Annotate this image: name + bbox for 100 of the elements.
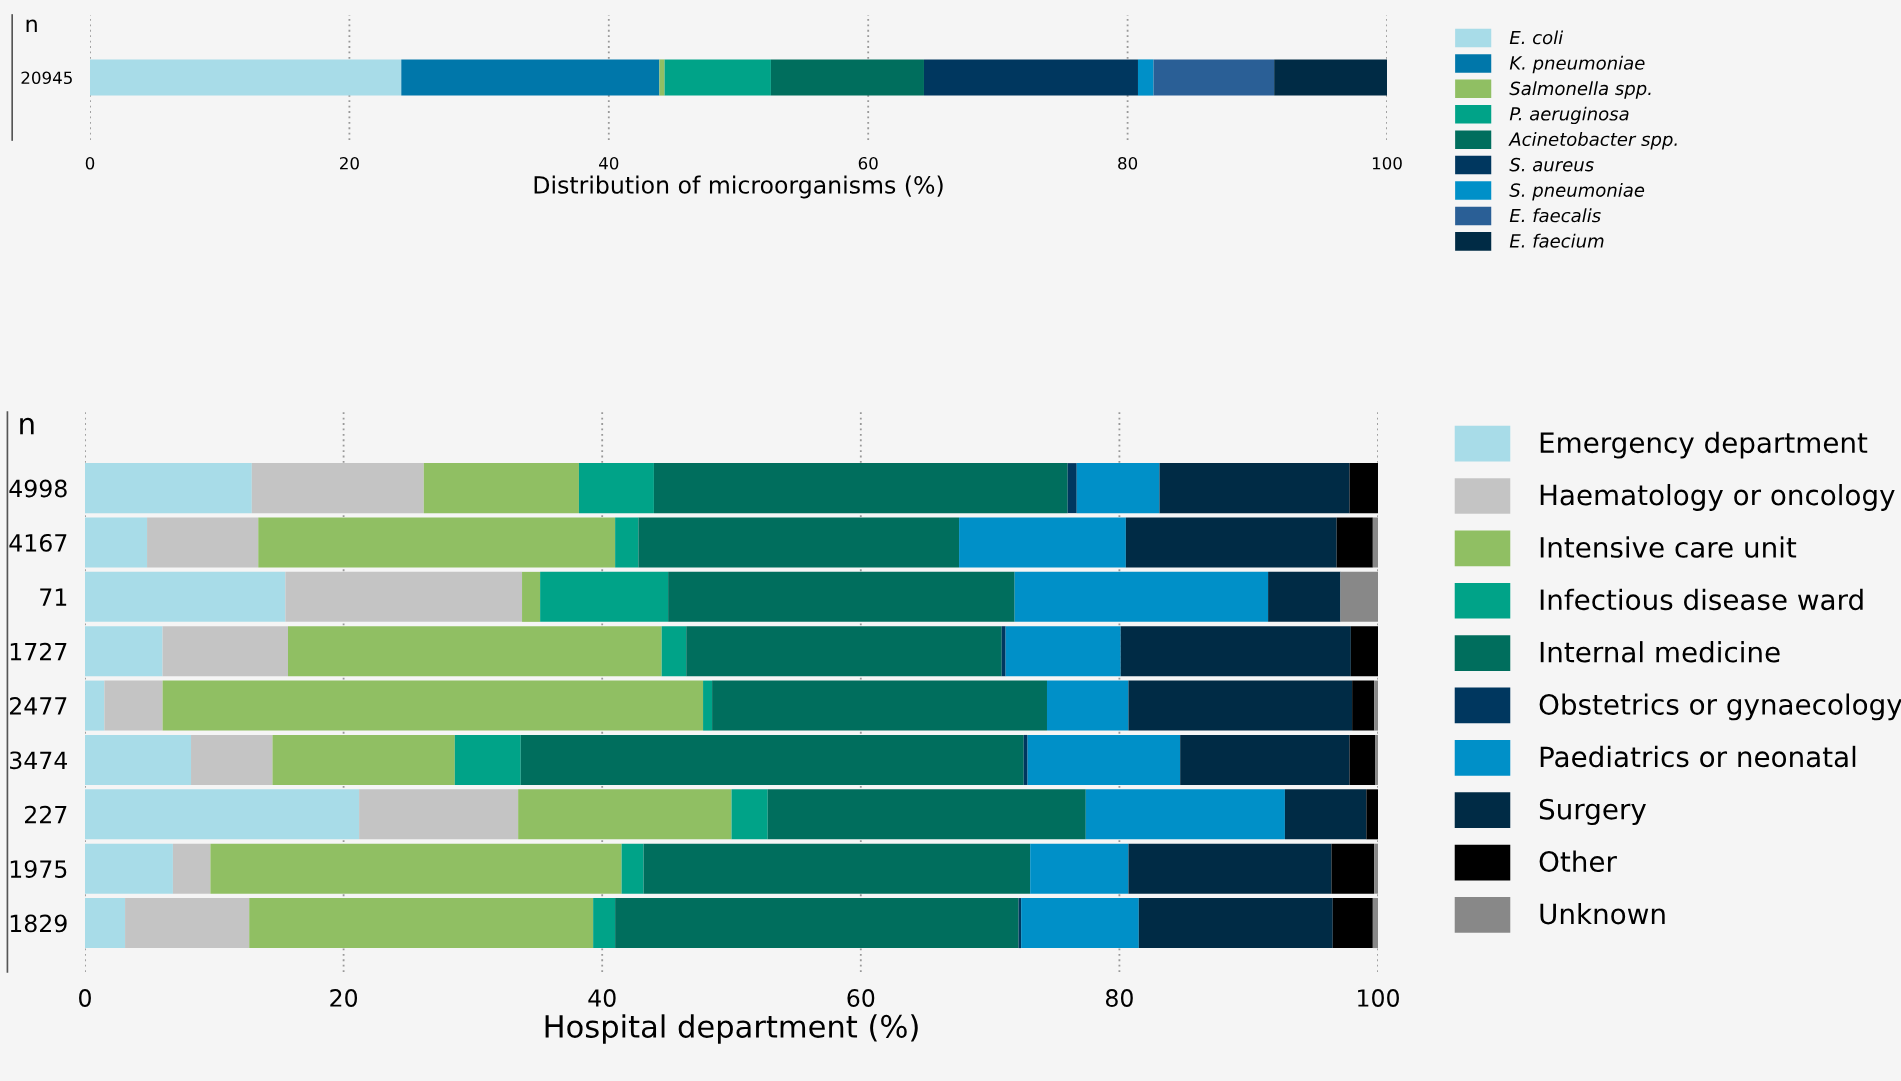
bar — [1021, 898, 1139, 949]
bar — [1332, 898, 1373, 949]
legend-label: E. coli — [1509, 30, 1564, 45]
bar — [615, 898, 1019, 949]
bar — [162, 680, 704, 731]
x-tick-label: 0 — [79, 989, 91, 1007]
legend-label: Surgery — [1539, 798, 1646, 826]
legend-label: Internal medicine — [1540, 641, 1780, 663]
y-tick-label: 1829 — [10, 914, 67, 933]
bar — [272, 734, 455, 785]
bar — [258, 517, 616, 568]
bar — [172, 843, 211, 894]
x-axis-title: Distribution of microorganisms (%) — [534, 175, 943, 199]
bar — [664, 59, 771, 96]
legend-label: Paediatrics or neonatal — [1540, 745, 1856, 768]
bar — [1137, 59, 1154, 96]
bar — [249, 898, 594, 949]
bar — [767, 789, 1086, 840]
bar — [1128, 843, 1332, 894]
bar — [359, 789, 519, 840]
x-tick-label: 100 — [1358, 989, 1399, 1007]
legend-label: Intensive care unit — [1540, 536, 1797, 558]
bar — [659, 59, 665, 96]
bar — [540, 571, 669, 622]
bar — [1374, 680, 1378, 731]
legend-label: Obstetrics or gynaecology — [1539, 693, 1901, 721]
legend-label: S. aureus — [1509, 157, 1594, 172]
bar — [1120, 626, 1351, 677]
bar — [1352, 680, 1375, 731]
bar — [1159, 463, 1350, 514]
legend-label: Salmonella spp. — [1509, 81, 1651, 99]
bar — [1180, 734, 1350, 785]
bar — [85, 898, 126, 949]
y-tick-label: 4998 — [9, 479, 67, 498]
bar — [162, 626, 288, 677]
legend-label: Other — [1539, 850, 1617, 873]
bar — [1027, 734, 1181, 785]
legend-label: Unknown — [1540, 902, 1665, 925]
legend-label: Haematology or oncology — [1540, 484, 1895, 511]
bar — [959, 517, 1126, 568]
bar — [85, 626, 163, 677]
legend-label: Acinetobacter spp. — [1508, 132, 1677, 150]
legend-label: K. pneumoniae — [1509, 55, 1645, 74]
bar — [1138, 898, 1333, 949]
bar — [686, 626, 1002, 677]
legend-label: Infectious disease ward — [1540, 588, 1863, 611]
bar — [1014, 571, 1269, 622]
bar — [1128, 680, 1353, 731]
bar — [1046, 680, 1129, 731]
bar — [1349, 734, 1376, 785]
bar — [85, 517, 148, 568]
bar — [1349, 463, 1378, 514]
bar — [1001, 626, 1006, 677]
bar — [1023, 734, 1028, 785]
bar — [923, 59, 1138, 96]
y-tick-label: 1727 — [10, 642, 67, 661]
bar — [1125, 517, 1337, 568]
x-tick-label: 20 — [330, 989, 358, 1007]
y-tick-label: 3474 — [10, 751, 68, 770]
bar — [285, 571, 523, 622]
bar — [703, 680, 713, 731]
x-tick-label: 80 — [1118, 156, 1138, 170]
bar — [1366, 789, 1378, 840]
bar — [210, 843, 622, 894]
y-tick-label: 71 — [40, 588, 67, 606]
bar — [1331, 843, 1375, 894]
bar — [668, 571, 1015, 622]
bar — [638, 517, 960, 568]
bar — [1274, 59, 1387, 96]
bar — [520, 734, 1024, 785]
x-tick-label: 60 — [858, 156, 878, 170]
bar — [1350, 626, 1378, 677]
bar — [1067, 463, 1077, 514]
bar — [401, 59, 660, 96]
y-axis-title: n — [20, 417, 34, 435]
bar — [643, 843, 1031, 894]
y-tick-label: 20945 — [21, 71, 72, 85]
bar — [85, 789, 360, 840]
bar — [85, 734, 192, 785]
bar — [731, 789, 768, 840]
bar — [454, 734, 521, 785]
bar — [712, 680, 1047, 731]
x-tick-label: 40 — [588, 989, 616, 1007]
bar — [653, 463, 1068, 514]
bar — [593, 898, 616, 949]
bar — [1076, 463, 1160, 514]
legend-label: P. aeruginosa — [1509, 106, 1629, 125]
bar — [522, 571, 541, 622]
y-tick-label: 1975 — [10, 860, 67, 879]
bar — [1268, 571, 1341, 622]
legend-label: E. faecalis — [1509, 208, 1601, 223]
bar — [1372, 517, 1378, 568]
bar — [104, 680, 163, 731]
bar — [1085, 789, 1285, 840]
bar — [288, 626, 662, 677]
bar — [85, 571, 286, 622]
bar — [1153, 59, 1275, 96]
bar — [1372, 898, 1378, 949]
x-tick-label: 100 — [1372, 156, 1402, 170]
x-tick-label: 20 — [340, 156, 359, 170]
